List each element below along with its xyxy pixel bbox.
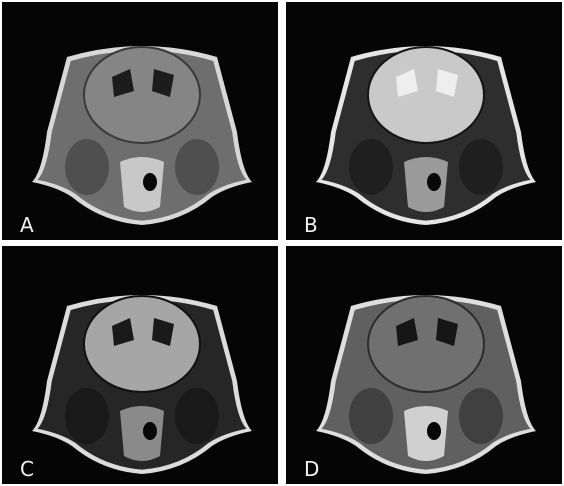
brain (83, 46, 201, 144)
brain (83, 295, 201, 393)
ventricle-left (112, 69, 134, 97)
ventricle-left (112, 318, 134, 346)
skull-base (404, 406, 448, 461)
skull-base (120, 406, 164, 461)
muscle-right (175, 139, 219, 195)
mri-panel: A (2, 2, 278, 240)
muscle-left (65, 388, 109, 444)
skull-base (404, 157, 448, 212)
panel-label: A (20, 213, 34, 237)
mri-panel: B (286, 2, 562, 240)
muscle-left (349, 388, 393, 444)
panel-label: D (304, 457, 319, 481)
ventricle-left (396, 318, 418, 346)
airway (427, 422, 441, 440)
airway (427, 173, 441, 191)
brain (367, 295, 485, 393)
airway (143, 422, 157, 440)
ventricle-right (436, 69, 458, 97)
muscle-right (459, 139, 503, 195)
muscle-right (175, 388, 219, 444)
panel-label: C (20, 457, 34, 481)
brain (367, 46, 485, 144)
muscle-right (459, 388, 503, 444)
airway (143, 173, 157, 191)
muscle-left (349, 139, 393, 195)
ventricle-right (152, 318, 174, 346)
ventricle-right (436, 318, 458, 346)
skull-base (120, 157, 164, 212)
ventricle-left (396, 69, 418, 97)
mri-panel: C (2, 246, 278, 484)
mri-panel: D (286, 246, 562, 484)
muscle-left (65, 139, 109, 195)
ventricle-right (152, 69, 174, 97)
panel-label: B (304, 213, 318, 237)
